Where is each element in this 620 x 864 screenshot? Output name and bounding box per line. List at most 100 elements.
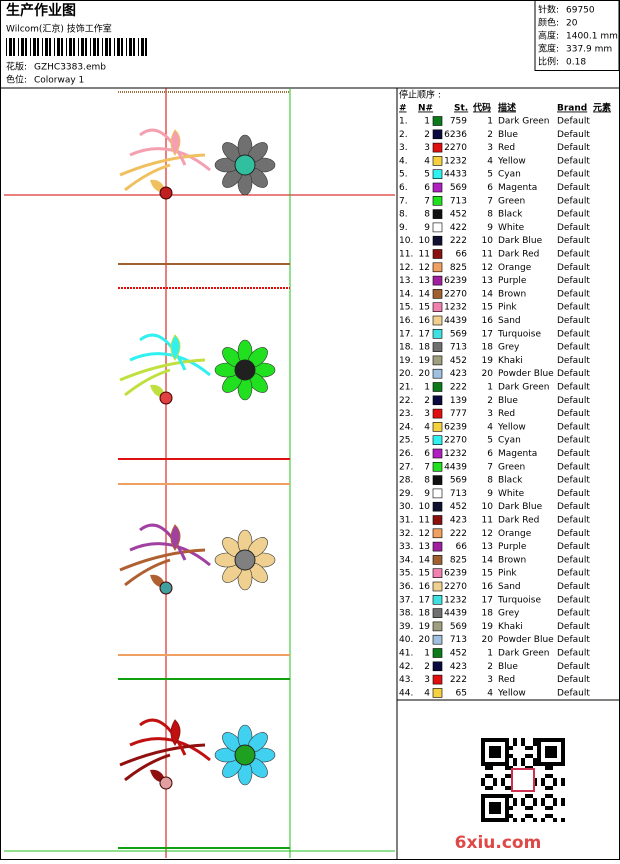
qr-cell <box>493 750 497 754</box>
needle: 19 <box>419 622 431 632</box>
row-number: 32. <box>399 529 413 539</box>
qr-cell <box>545 762 549 766</box>
row-number: 25. <box>399 436 413 446</box>
qr-cell <box>505 814 509 818</box>
code: 17 <box>482 329 493 339</box>
description: Grey <box>498 609 520 619</box>
info-label: 针数: <box>538 4 559 16</box>
color-swatch <box>432 142 443 153</box>
color-swatch <box>432 116 443 126</box>
stitches: 6239 <box>444 422 467 432</box>
qr-cell <box>561 782 565 786</box>
qr-cell <box>505 794 509 798</box>
stem <box>124 558 171 587</box>
color-swatch <box>432 515 443 525</box>
needle: 4 <box>424 688 430 698</box>
needle: 2 <box>424 662 430 672</box>
needle: 18 <box>419 609 431 619</box>
info-value: 69750 <box>566 6 595 16</box>
code: 1 <box>487 383 493 393</box>
stitches: 2270 <box>444 582 467 592</box>
row-number: 2. <box>399 130 408 140</box>
column-header: 描述 <box>498 102 516 114</box>
qr-cell <box>493 802 497 806</box>
needle: 12 <box>419 263 430 273</box>
qr-cell <box>553 750 557 754</box>
color-swatch <box>432 328 443 339</box>
row-number: 29. <box>399 489 413 499</box>
stitches: 222 <box>450 236 467 246</box>
table-caption: 停止顺序 : <box>399 89 441 101</box>
row-number: 28. <box>399 476 413 486</box>
stitches: 66 <box>456 250 468 260</box>
qr-cell <box>493 782 497 786</box>
qr-code <box>481 738 565 822</box>
qr-cell <box>481 810 485 814</box>
qr-cell <box>541 782 545 786</box>
needle: 11 <box>419 250 430 260</box>
brand: Default <box>557 582 590 592</box>
needle: 6 <box>424 183 430 193</box>
description: Dark Green <box>498 649 549 659</box>
qr-cell <box>553 818 557 822</box>
row-number: 44. <box>399 688 413 698</box>
barcode-bar <box>61 38 63 56</box>
brand: Default <box>557 476 590 486</box>
stitches: 2270 <box>444 143 467 153</box>
color-swatch <box>432 382 443 392</box>
qr-cell <box>489 738 493 742</box>
qr-cell <box>485 766 489 770</box>
brand: Default <box>557 555 590 565</box>
description: Orange <box>498 263 532 273</box>
qr-cell <box>521 762 525 766</box>
row-number: 6. <box>399 183 408 193</box>
qr-cell <box>481 758 485 762</box>
qr-cell <box>545 774 549 778</box>
brand: Default <box>557 289 590 299</box>
barcode-bar <box>97 38 99 56</box>
qr-cell <box>557 738 561 742</box>
barcode-bar <box>18 38 19 56</box>
brand: Default <box>557 422 590 432</box>
code: 5 <box>487 170 493 180</box>
qr-cell <box>481 806 485 810</box>
barcode-bar <box>30 38 31 56</box>
needle: 7 <box>424 462 430 472</box>
qr-cell <box>501 762 505 766</box>
qr-cell <box>545 794 549 798</box>
qr-cell <box>549 794 553 798</box>
qr-cell <box>549 814 553 818</box>
row-number: 34. <box>399 555 413 565</box>
column-header: 元素 <box>593 102 611 114</box>
info-label: 高度: <box>538 30 559 42</box>
stitches: 569 <box>450 329 467 339</box>
needle: 16 <box>419 316 431 326</box>
brand: Default <box>557 156 590 166</box>
code: 11 <box>482 516 493 526</box>
stitches: 777 <box>450 409 467 419</box>
stitches: 452 <box>450 502 467 512</box>
row-number: 30. <box>399 502 413 512</box>
stem <box>124 368 171 397</box>
needle: 3 <box>424 675 430 685</box>
qr-cell <box>481 746 485 750</box>
stitches: 66 <box>456 542 468 552</box>
description: Sand <box>498 316 521 326</box>
qr-cell <box>561 746 565 750</box>
description: Dark Blue <box>498 236 543 246</box>
stitches: 713 <box>450 489 467 499</box>
description: Yellow <box>497 156 526 166</box>
color-swatch <box>432 275 443 286</box>
qr-cell <box>549 786 553 790</box>
flower-center <box>234 549 256 571</box>
barcode-bar <box>33 38 36 56</box>
qr-cell <box>537 750 541 754</box>
qr-cell <box>537 754 541 758</box>
info-box <box>534 0 620 71</box>
code: 16 <box>482 582 494 592</box>
stitches: 452 <box>450 210 467 220</box>
stitches: 1232 <box>444 449 467 459</box>
description: Blue <box>498 396 518 406</box>
row-number: 36. <box>399 582 413 592</box>
column-header: 代码 <box>472 102 491 114</box>
